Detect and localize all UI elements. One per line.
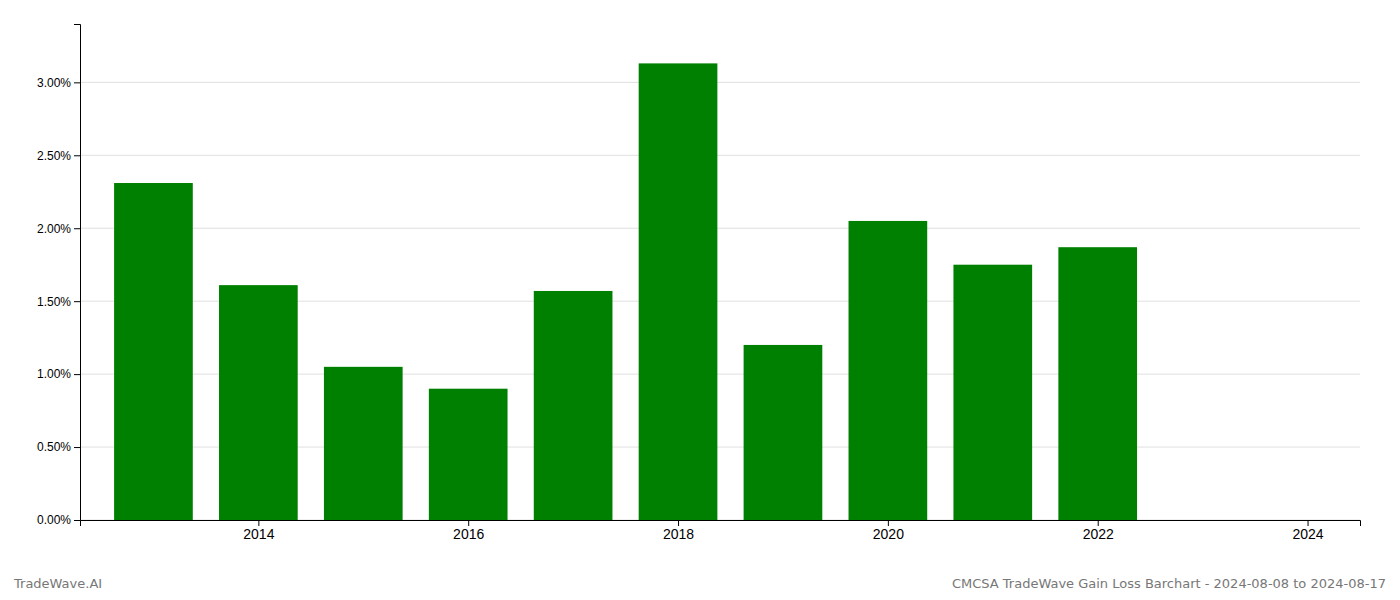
- y-tick: 3.00%: [37, 76, 80, 90]
- y-tick-mark: [74, 82, 80, 83]
- y-axis-line: [74, 25, 81, 521]
- bars: [114, 63, 1137, 520]
- y-tick: 0.00%: [37, 513, 80, 527]
- y-tick: 2.50%: [37, 149, 80, 163]
- x-tick-label: 2020: [873, 526, 904, 542]
- y-tick-label: 2.00%: [37, 222, 71, 236]
- y-tick-label: 1.50%: [37, 295, 71, 309]
- x-tick: 2014: [243, 520, 274, 542]
- y-tick-label: 0.00%: [37, 513, 71, 527]
- x-axis: 2014 2016 2018 2020 2022 2024: [81, 520, 1361, 542]
- y-tick-mark: [74, 155, 80, 156]
- y-tick-mark: [74, 228, 80, 229]
- x-tick: 2020: [873, 520, 904, 542]
- y-tick-mark: [74, 447, 80, 448]
- x-tick: 2022: [1083, 520, 1114, 542]
- footer: TradeWave.AI CMCSA TradeWave Gain Loss Ba…: [13, 576, 1386, 591]
- footer-text: TradeWave.AI: [13, 576, 102, 591]
- bar: [324, 367, 403, 520]
- footer-text: CMCSA TradeWave Gain Loss Barchart - 202…: [952, 576, 1386, 591]
- y-tick-label: 3.00%: [37, 76, 71, 90]
- bar: [534, 291, 613, 520]
- y-tick: 1.00%: [37, 367, 80, 381]
- x-tick: 2016: [453, 520, 484, 542]
- bar: [744, 345, 823, 520]
- grid: [80, 82, 1360, 520]
- y-tick-mark: [74, 301, 80, 302]
- y-axis: 0.00% 0.50% 1.00% 1.50% 2.00% 2.50% 3.00%: [37, 25, 81, 528]
- y-tick: 0.50%: [37, 440, 80, 454]
- y-tick: 2.00%: [37, 222, 80, 236]
- y-tick-mark: [74, 374, 80, 375]
- y-tick-label: 2.50%: [37, 149, 71, 163]
- x-tick-label: 2014: [243, 526, 274, 542]
- bar: [1058, 247, 1137, 520]
- grid-line: [80, 228, 1360, 229]
- grid-line: [80, 155, 1360, 156]
- y-tick-label: 1.00%: [37, 367, 71, 381]
- plot: 2014 2016 2018 2020 2022 2024 0.00% 0.50% 1.00% 1…: [37, 25, 1361, 542]
- x-tick-label: 2016: [453, 526, 484, 542]
- bar: [429, 389, 508, 520]
- x-tick-label: 2024: [1292, 526, 1323, 542]
- y-tick-label: 0.50%: [37, 440, 71, 454]
- x-tick: 2018: [663, 520, 694, 542]
- bar: [219, 285, 298, 520]
- bar: [849, 221, 928, 520]
- x-tick-label: 2018: [663, 526, 694, 542]
- grid-line: [80, 82, 1360, 83]
- y-tick: 1.50%: [37, 295, 80, 309]
- bar: [953, 265, 1032, 520]
- y-tick-mark: [74, 520, 80, 521]
- chart: 2014 2016 2018 2020 2022 2024 0.00% 0.50% 1.00% 1…: [0, 0, 1400, 600]
- x-tick: 2024: [1292, 520, 1323, 542]
- bar: [639, 63, 718, 520]
- bar: [114, 183, 193, 520]
- x-tick-label: 2022: [1083, 526, 1114, 542]
